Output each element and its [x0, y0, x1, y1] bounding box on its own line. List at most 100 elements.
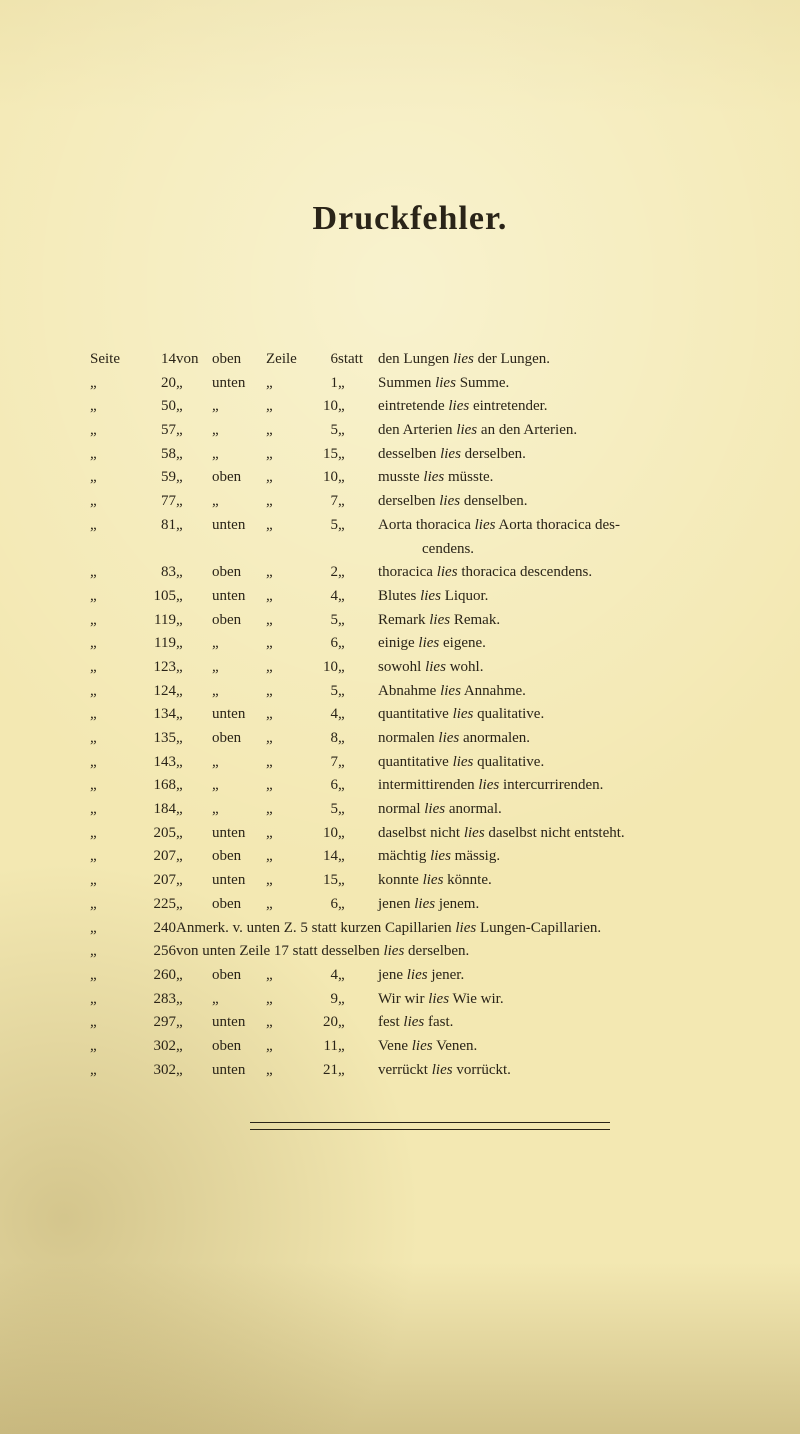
errata-row: „184„„„5„normal lies anormal.	[90, 798, 730, 822]
col-zeile-word: „	[266, 703, 310, 727]
col-correction: Aorta thoracica lies Aorta thoracica des…	[378, 514, 730, 561]
errata-row: „297„unten„20„fest lies fast.	[90, 1011, 730, 1035]
errata-row: „143„„„7„quantitative lies qualitative.	[90, 751, 730, 775]
col-position: „	[212, 680, 266, 704]
col-page-number: 123	[136, 656, 176, 680]
col-correction: daselbst nicht lies daselbst nicht entst…	[378, 822, 730, 846]
col-page-number: 205	[136, 822, 176, 846]
col-position: oben	[212, 609, 266, 633]
errata-row: „124„„„5„Abnahme lies Annahme.	[90, 680, 730, 704]
col-statt-word: statt	[338, 348, 378, 372]
col-zeile-word: „	[266, 585, 310, 609]
col-position: oben	[212, 845, 266, 869]
col-seite-word: „	[90, 1035, 136, 1059]
col-position: „	[212, 798, 266, 822]
col-von: „	[176, 1011, 212, 1035]
col-line-number: 10	[310, 656, 338, 680]
col-line-number: 11	[310, 1035, 338, 1059]
errata-body: Seite14vonobenZeile6stattden Lungen lies…	[90, 348, 730, 1082]
col-von: „	[176, 609, 212, 633]
col-statt-word: „	[338, 443, 378, 467]
col-von: „	[176, 988, 212, 1012]
col-von: „	[176, 419, 212, 443]
errata-row: „205„unten„10„daselbst nicht lies daselb…	[90, 822, 730, 846]
col-position: oben	[212, 561, 266, 585]
col-position: „	[212, 656, 266, 680]
col-position: „	[212, 751, 266, 775]
col-seite-word: „	[90, 1011, 136, 1035]
col-von: „	[176, 466, 212, 490]
col-correction: verrückt lies vorrückt.	[378, 1059, 730, 1083]
errata-row: „58„„„15„desselben lies derselben.	[90, 443, 730, 467]
col-statt-word: „	[338, 419, 378, 443]
col-position: „	[212, 774, 266, 798]
errata-row: „77„„„7„derselben lies denselben.	[90, 490, 730, 514]
col-page-number: 256	[136, 940, 176, 964]
errata-row: „302„oben„11„Vene lies Venen.	[90, 1035, 730, 1059]
col-statt-word: „	[338, 632, 378, 656]
col-correction: musste lies müsste.	[378, 466, 730, 490]
col-von: „	[176, 869, 212, 893]
errata-row: „20„unten„1„Summen lies Summe.	[90, 372, 730, 396]
col-zeile-word: „	[266, 798, 310, 822]
col-seite-word: „	[90, 703, 136, 727]
col-line-number: 14	[310, 845, 338, 869]
col-line-number: 4	[310, 964, 338, 988]
col-seite-word: „	[90, 774, 136, 798]
col-page-number: 59	[136, 466, 176, 490]
col-seite-word: „	[90, 798, 136, 822]
col-line-number: 7	[310, 490, 338, 514]
col-position: unten	[212, 585, 266, 609]
col-line-number: 2	[310, 561, 338, 585]
col-statt-word: „	[338, 1035, 378, 1059]
col-von: „	[176, 822, 212, 846]
col-correction: eintretende lies eintretender.	[378, 395, 730, 419]
col-page-number: 77	[136, 490, 176, 514]
errata-table: Seite14vonobenZeile6stattden Lungen lies…	[90, 348, 730, 1082]
col-statt-word: „	[338, 372, 378, 396]
col-seite-word: „	[90, 1059, 136, 1083]
col-correction: den Arterien lies an den Arterien.	[378, 419, 730, 443]
col-correction: sowohl lies wohl.	[378, 656, 730, 680]
col-page-number: 20	[136, 372, 176, 396]
col-page-number: 184	[136, 798, 176, 822]
errata-row: „134„unten„4„quantitative lies qualitati…	[90, 703, 730, 727]
errata-row: „135„oben„8„normalen lies anormalen.	[90, 727, 730, 751]
col-statt-word: „	[338, 964, 378, 988]
col-statt-word: „	[338, 514, 378, 561]
col-position: unten	[212, 1011, 266, 1035]
col-line-number: 6	[310, 893, 338, 917]
errata-row: „59„oben„10„musste lies müsste.	[90, 466, 730, 490]
col-line-number: 9	[310, 988, 338, 1012]
col-von: „	[176, 1035, 212, 1059]
col-position: oben	[212, 893, 266, 917]
col-seite-word: „	[90, 514, 136, 561]
rule-line	[250, 1122, 610, 1123]
col-line-number: 5	[310, 609, 338, 633]
col-statt-word: „	[338, 798, 378, 822]
col-position: oben	[212, 964, 266, 988]
col-line-number: 4	[310, 585, 338, 609]
col-correction: Vene lies Venen.	[378, 1035, 730, 1059]
col-zeile-word: „	[266, 490, 310, 514]
errata-row: „81„unten„5„Aorta thoracica lies Aorta t…	[90, 514, 730, 561]
col-seite-word: „	[90, 372, 136, 396]
col-position: „	[212, 490, 266, 514]
errata-row: „207„unten„15„konnte lies könnte.	[90, 869, 730, 893]
errata-row: „119„„„6„einige lies eigene.	[90, 632, 730, 656]
col-seite-word: „	[90, 964, 136, 988]
col-line-number: 6	[310, 348, 338, 372]
col-von: von	[176, 348, 212, 372]
col-correction: quantitative lies qualitative.	[378, 703, 730, 727]
col-correction: mächtig lies mässig.	[378, 845, 730, 869]
errata-row: „256von unten Zeile 17 statt desselben l…	[90, 940, 730, 964]
col-correction: desselben lies derselben.	[378, 443, 730, 467]
col-seite-word: „	[90, 845, 136, 869]
col-correction: Remark lies Remak.	[378, 609, 730, 633]
col-correction: einige lies eigene.	[378, 632, 730, 656]
col-zeile-word: „	[266, 869, 310, 893]
col-seite-word: „	[90, 656, 136, 680]
errata-row: „240Anmerk. v. unten Z. 5 statt kurzen C…	[90, 917, 730, 941]
col-correction: Blutes lies Liquor.	[378, 585, 730, 609]
col-seite-word: „	[90, 917, 136, 941]
